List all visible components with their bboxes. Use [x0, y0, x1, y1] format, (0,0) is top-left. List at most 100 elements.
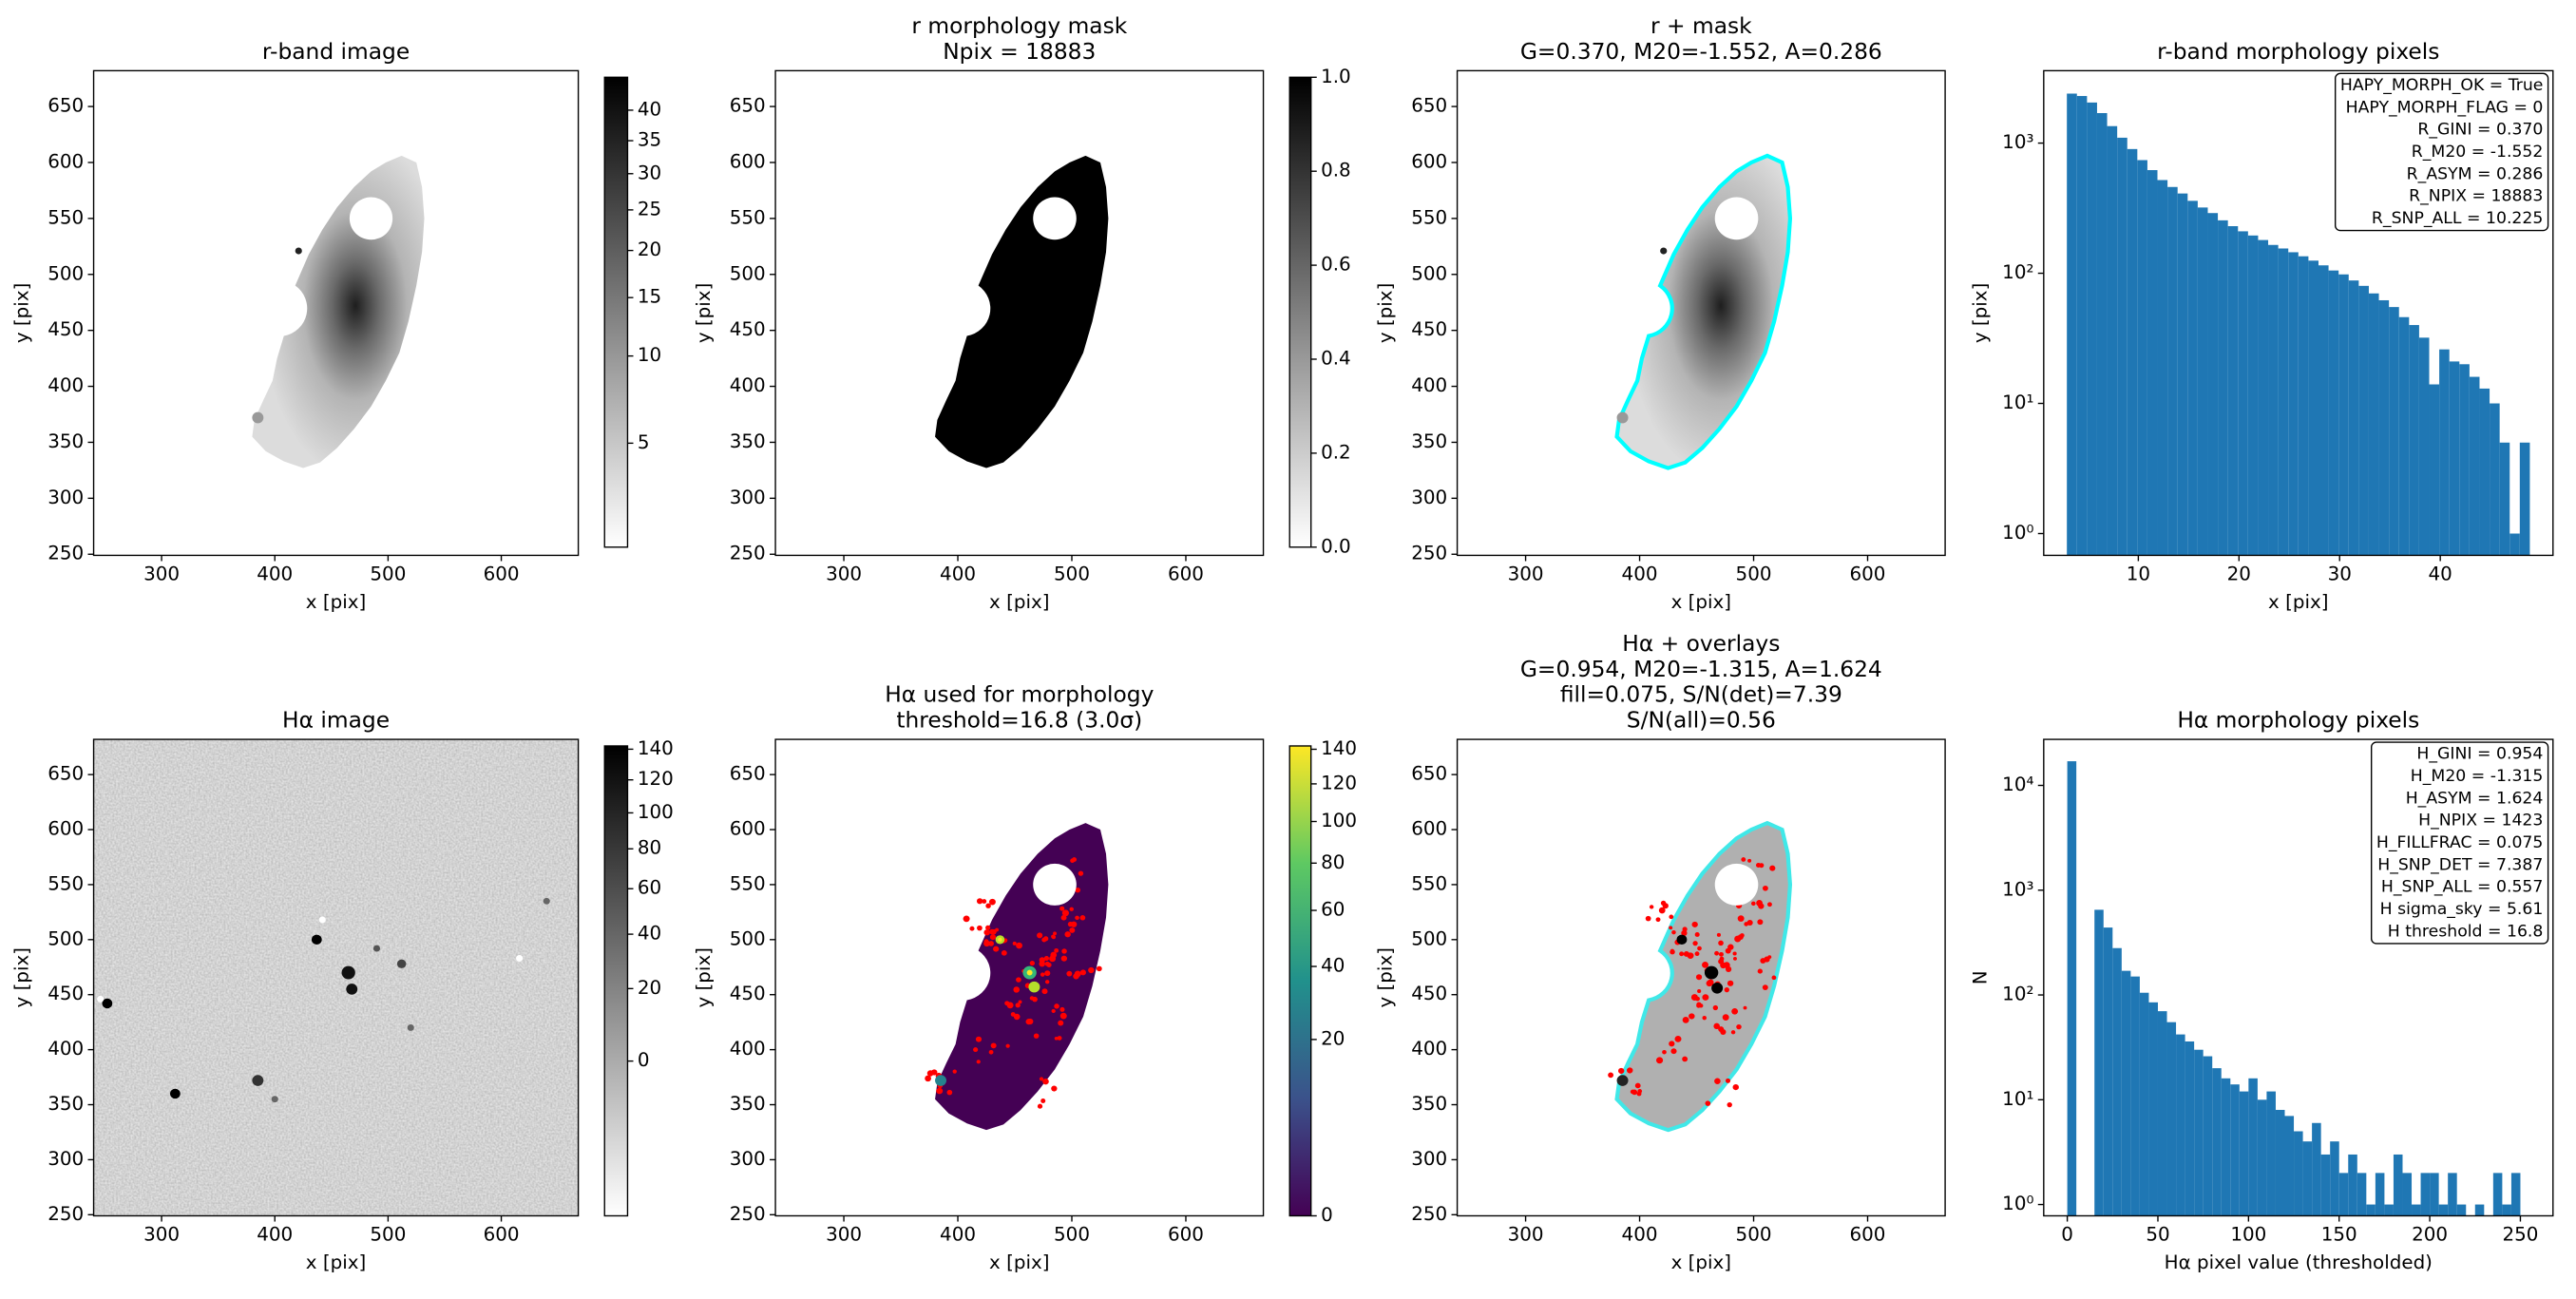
bar — [2366, 1204, 2376, 1216]
y-tick-label: 10² — [2002, 984, 2033, 1005]
x-tick-label: 500 — [1054, 564, 1090, 585]
detected-pixel — [1037, 1103, 1043, 1109]
y-tick-label: 550 — [1411, 206, 1447, 228]
detected-pixel — [1669, 914, 1674, 920]
bar — [2121, 970, 2131, 1216]
bar — [2375, 1173, 2385, 1216]
annotation-box — [2370, 741, 2549, 945]
detected-pixel — [1732, 956, 1737, 961]
x-tick-label: 500 — [1736, 564, 1772, 585]
bar — [2221, 1078, 2231, 1216]
detected-pixel — [1029, 961, 1035, 966]
image-content — [1617, 156, 1790, 468]
detected-pixel — [1682, 1016, 1689, 1023]
y-tick-label: 10³ — [2002, 878, 2033, 900]
bar — [2087, 102, 2097, 556]
bar — [2268, 244, 2279, 556]
y-tick-label: 600 — [48, 150, 84, 172]
y-axis-label: y [pix] — [11, 283, 33, 344]
source — [102, 998, 113, 1009]
bar — [2429, 384, 2440, 556]
detected-pixel — [1679, 951, 1685, 957]
colorbar-tick-label: 10 — [638, 344, 661, 366]
y-tick-label: 600 — [730, 150, 766, 172]
detected-pixel — [1732, 1084, 1739, 1091]
x-axis-label: x [pix] — [306, 1251, 367, 1273]
annotation-line: R_ASYM = 0.286 — [2407, 164, 2544, 183]
y-tick-label: 500 — [1411, 262, 1447, 284]
bar — [2176, 1034, 2185, 1216]
bar — [2412, 1204, 2421, 1216]
source — [1660, 247, 1668, 255]
detected-pixel — [1724, 987, 1729, 993]
y-axis-label: y [pix] — [1375, 283, 1397, 344]
detected-pixel — [1049, 955, 1057, 963]
detected-pixel — [1630, 1089, 1635, 1095]
x-axis-label: x [pix] — [2268, 591, 2329, 613]
image-content — [97, 897, 550, 1103]
x-tick-label: 300 — [826, 1224, 862, 1246]
detected-pixel — [1725, 947, 1731, 954]
detected-pixel — [1741, 857, 1746, 862]
x-tick-label: 600 — [1850, 564, 1886, 585]
x-axis-label: x [pix] — [1671, 591, 1732, 613]
chart-title: S/N(all)=0.56 — [1627, 707, 1776, 734]
bar — [2330, 1141, 2339, 1216]
y-tick-label: 450 — [1411, 983, 1447, 1004]
x-tick-label: 40 — [2429, 564, 2452, 585]
bar — [2308, 260, 2318, 556]
detected-pixel — [1658, 907, 1666, 914]
detected-pixel — [1669, 1041, 1675, 1047]
detected-pixel — [1012, 941, 1017, 946]
bar — [2490, 403, 2500, 556]
annotation-line: H threshold = 16.8 — [2388, 922, 2544, 941]
detected-pixel — [926, 1070, 934, 1077]
bar — [2469, 376, 2480, 556]
colorbar-tick-label: 1.0 — [1321, 66, 1351, 87]
source — [1704, 965, 1719, 980]
bar — [2448, 1173, 2457, 1216]
bar — [2137, 160, 2147, 556]
detected-pixel — [1636, 1091, 1642, 1097]
annotation-line: H_GINI = 0.954 — [2416, 745, 2543, 764]
detected-pixel — [1697, 988, 1702, 993]
detected-pixel — [1060, 914, 1067, 921]
colorbar-tick-label: 120 — [638, 768, 674, 790]
bar — [2294, 1131, 2303, 1216]
detected-pixel — [1722, 1014, 1729, 1021]
detected-pixel — [983, 929, 990, 936]
detected-pixel — [946, 1089, 953, 1096]
annotation-line: H_SNP_DET = 7.387 — [2377, 855, 2543, 874]
axes-frame — [1456, 69, 1946, 557]
detected-pixel — [1691, 921, 1698, 927]
y-tick-label: 650 — [48, 95, 84, 117]
colorbar — [603, 76, 629, 548]
bar — [2112, 947, 2122, 1216]
colorbar-tick-label: 40 — [638, 98, 661, 120]
y-tick-label: 500 — [48, 262, 84, 284]
bar — [2130, 976, 2140, 1216]
x-tick-label: 20 — [2227, 564, 2251, 585]
detected-pixel — [985, 903, 991, 908]
y-tick-label: 550 — [730, 206, 766, 228]
detected-pixel — [1043, 956, 1050, 962]
bar — [2076, 96, 2088, 556]
colorbar-tick-label: 0.2 — [1321, 441, 1351, 463]
y-tick-label: 300 — [48, 487, 84, 508]
axes-frame — [92, 69, 580, 557]
bar — [2096, 113, 2108, 556]
detected-pixel — [1725, 1078, 1731, 1083]
detected-pixel — [1670, 1048, 1677, 1055]
plot-area — [775, 70, 1264, 556]
annotation-line: H_M20 = -1.315 — [2411, 767, 2544, 786]
bar — [2384, 1204, 2394, 1216]
bar — [2510, 1173, 2521, 1216]
annotation-line: H sigma_sky = 5.61 — [2380, 900, 2544, 919]
detected-pixel — [1039, 961, 1045, 967]
y-tick-label: 450 — [730, 318, 766, 340]
axes-frame — [2043, 69, 2554, 557]
detected-pixel — [1736, 1023, 1742, 1030]
detected-pixel — [1762, 885, 1768, 891]
bar — [2094, 909, 2104, 1216]
detected-pixel — [1769, 865, 1776, 871]
